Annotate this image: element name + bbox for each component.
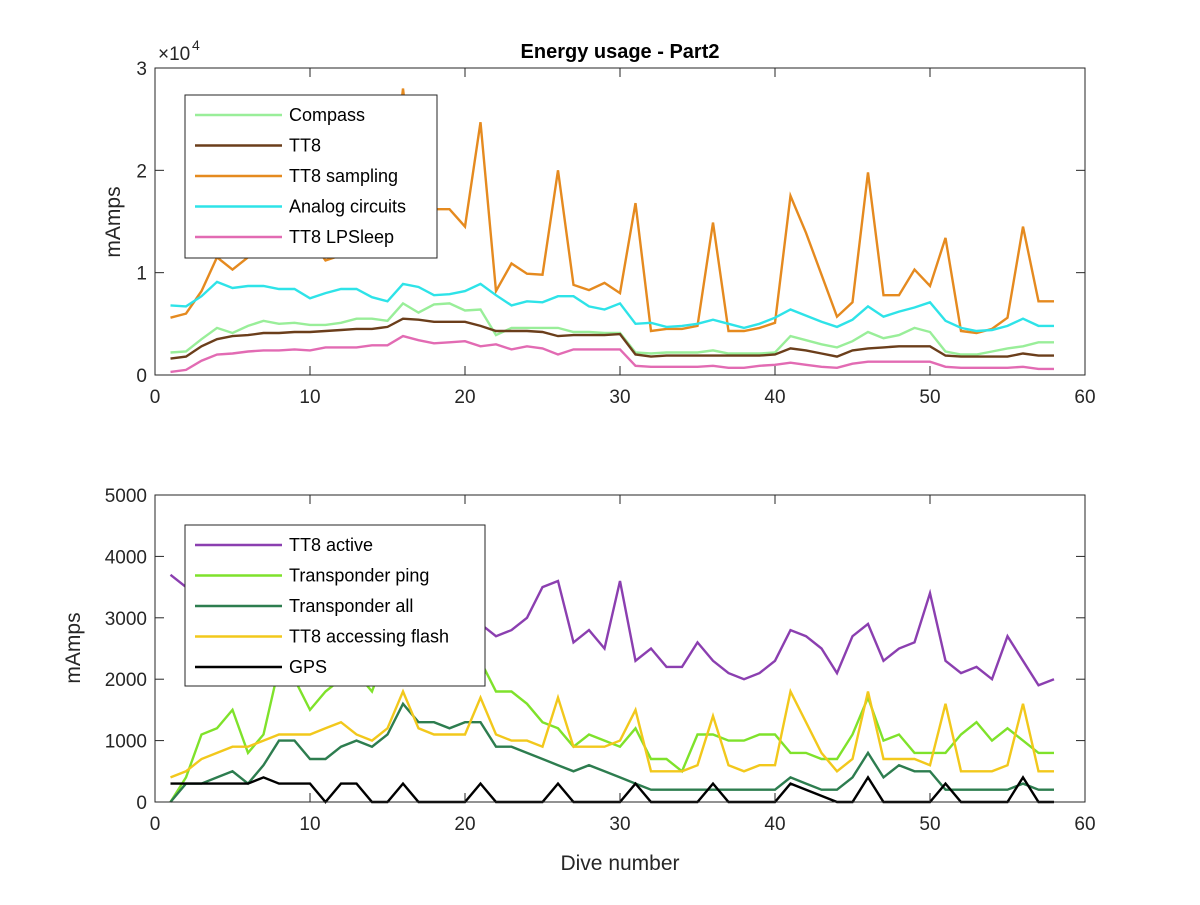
series-line-tt8	[170, 317, 1054, 360]
x-tick-label: 20	[454, 387, 475, 408]
x-tick-label: 10	[299, 387, 320, 408]
y-tick-label: 0	[136, 793, 147, 814]
x-tick-label: 0	[150, 814, 161, 835]
y-tick-label: 3000	[105, 609, 147, 630]
x-axis-label: Dive number	[560, 852, 679, 875]
x-tick-label: 20	[454, 814, 475, 835]
legend-item: Transponder ping	[195, 566, 429, 586]
y-tick-label: 1	[136, 264, 147, 285]
x-tick-label: 60	[1074, 387, 1095, 408]
series-line-compass	[170, 301, 1054, 356]
y-tick-label: 0	[136, 366, 147, 387]
y-axis-label: mAmps	[102, 186, 125, 257]
legend-label: Analog circuits	[289, 197, 406, 217]
x-tick-label: 30	[609, 387, 630, 408]
y-tick-label: 3	[136, 59, 147, 80]
x-tick-label: 40	[764, 814, 785, 835]
y-tick-label: 2000	[105, 670, 147, 691]
legend-item: Transponder all	[195, 596, 413, 616]
legend-item: TT8 active	[195, 535, 373, 555]
chart-energy-bottom: Dive number mAmps 0 10 20 30 40 50 60 0 1000 2000…	[62, 486, 1096, 875]
legend: Compass TT8 TT8 sampling Analog circuits TT8…	[184, 94, 438, 259]
legend-item: TT8 LPSleep	[195, 227, 394, 247]
svg-text:4: 4	[192, 37, 200, 53]
x-tick-label: 40	[764, 387, 785, 408]
x-tick-label: 60	[1074, 814, 1095, 835]
x-tick-label: 10	[299, 814, 320, 835]
chart-title: Energy usage - Part2	[521, 41, 720, 63]
x-tick-label: 0	[150, 387, 161, 408]
legend-item: GPS	[195, 657, 327, 677]
legend-label: TT8 accessing flash	[289, 627, 449, 647]
y-axis-label: mAmps	[62, 612, 85, 683]
legend-item: Compass	[195, 105, 365, 125]
series-line-tt8-accessing-flash	[170, 687, 1054, 779]
y-exponent-label: ×10 4	[158, 37, 200, 65]
legend-label: TT8 LPSleep	[289, 227, 394, 247]
x-tick-label: 50	[919, 814, 940, 835]
series-line-transponder-all	[169, 701, 1054, 803]
series-line-tt8-lpsleep	[170, 334, 1054, 374]
series-line-analog-circuits	[170, 280, 1054, 333]
legend: TT8 active Transponder ping Transponder al…	[184, 524, 486, 687]
legend-item: TT8 accessing flash	[195, 627, 449, 647]
y-tick-label: 5000	[105, 486, 147, 507]
legend-label: GPS	[289, 657, 327, 677]
legend-item: TT8 sampling	[195, 166, 398, 186]
legend-item: Analog circuits	[195, 197, 406, 217]
x-tick-label: 50	[919, 387, 940, 408]
legend-label: TT8 active	[289, 535, 373, 555]
y-tick-label: 4000	[105, 547, 147, 568]
svg-text:×10: ×10	[158, 44, 190, 65]
chart-energy-top: Energy usage - Part2 mAmps ×10 4 0 10 20 30…	[102, 37, 1096, 408]
legend-item: TT8	[195, 136, 321, 156]
legend-label: Transponder ping	[289, 566, 429, 586]
legend-label: Transponder all	[289, 596, 413, 616]
x-tick-label: 30	[609, 814, 630, 835]
y-tick-label: 2	[136, 161, 147, 182]
legend-label: TT8	[289, 136, 321, 156]
legend-label: Compass	[289, 105, 365, 125]
y-tick-label: 1000	[105, 732, 147, 753]
legend-label: TT8 sampling	[289, 166, 398, 186]
